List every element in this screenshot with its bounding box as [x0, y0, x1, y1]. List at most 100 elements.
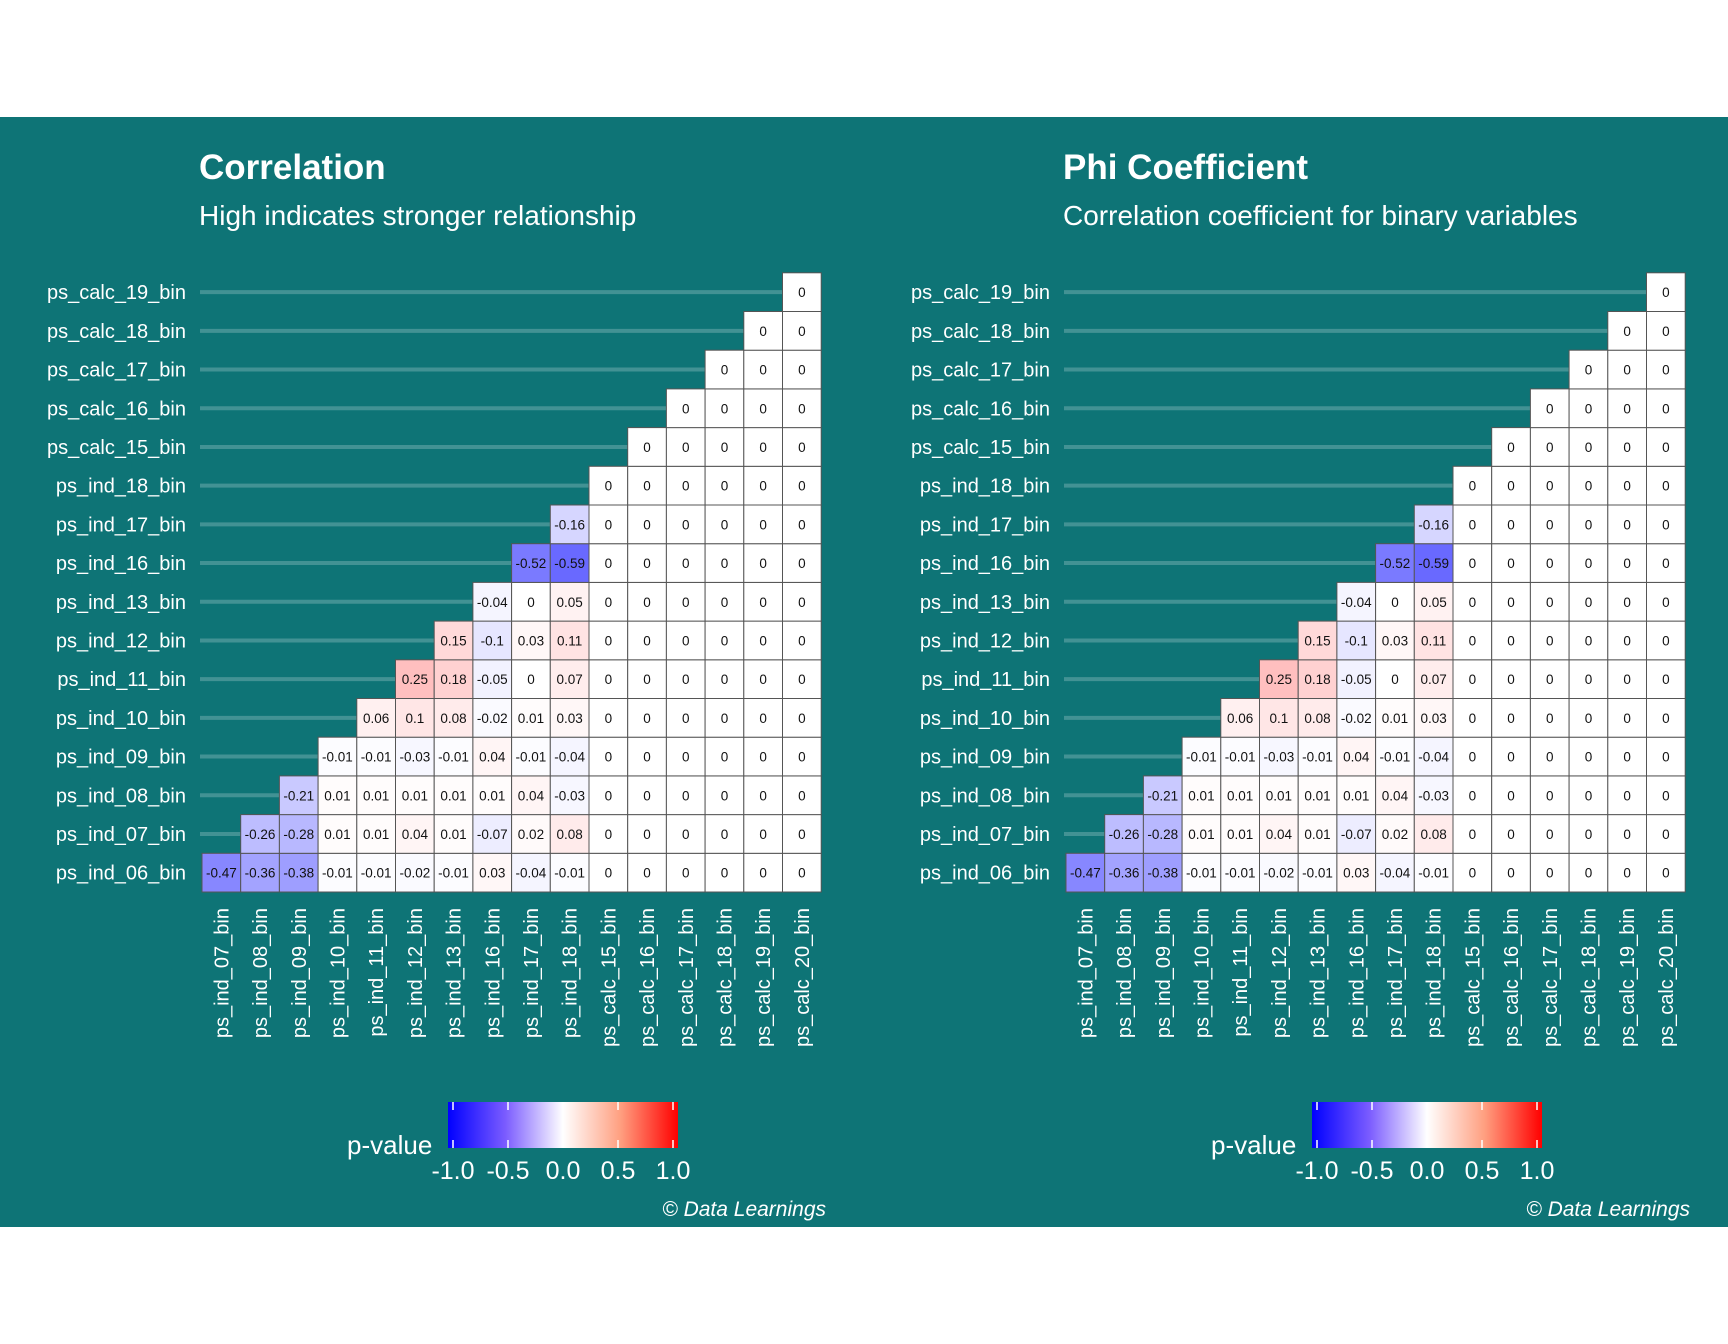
cell-value-label: 0.18	[440, 672, 466, 687]
heatmap-cell	[1491, 736, 1531, 777]
cell-value-label: 0	[1623, 750, 1631, 765]
heatmap-cell	[1259, 659, 1299, 699]
heatmap-cell	[782, 349, 822, 390]
cell-value-label: 0	[1662, 633, 1670, 648]
cell-value-label: -0.01	[438, 866, 469, 881]
heatmap-cell	[665, 736, 706, 777]
row-label: ps_ind_16_bin	[56, 553, 186, 575]
cell-value-label: 0	[759, 672, 767, 687]
column-label: ps_ind_09_bin	[289, 908, 311, 1038]
heatmap-cell	[511, 852, 551, 893]
heatmap-cell	[1646, 736, 1686, 777]
cell-value-label: 0	[1623, 866, 1631, 881]
cell-value-label: 0	[1469, 788, 1477, 803]
heatmap-cell	[782, 543, 822, 583]
cell-value-label: 0	[1662, 401, 1670, 416]
column-label: ps_calc_17_bin	[676, 908, 698, 1047]
row-label: ps_ind_09_bin	[56, 747, 186, 769]
cell-value-label: 0	[1469, 750, 1477, 765]
cell-value-label: 0	[1623, 363, 1631, 378]
heatmap-cell	[1646, 814, 1686, 854]
legend-tick: 1.0	[655, 1157, 691, 1185]
cell-value-label: 0.03	[1421, 711, 1447, 726]
cell-value-label: 0	[721, 479, 729, 494]
heatmap-cell	[1646, 504, 1686, 545]
cell-value-label: 0	[1662, 363, 1670, 378]
heatmap-cell	[782, 775, 822, 816]
row-label: ps_calc_16_bin	[911, 398, 1050, 420]
cell-value-label: -0.01	[361, 750, 392, 765]
column-label: ps_calc_20_bin	[1656, 908, 1678, 1047]
heatmap-cell	[704, 349, 745, 390]
row-label: ps_calc_19_bin	[911, 282, 1050, 304]
cell-value-label: 0.15	[1304, 633, 1330, 648]
cell-value-label: -0.38	[283, 866, 314, 881]
cell-value-label: 0	[527, 595, 535, 610]
cell-value-label: -0.59	[1418, 556, 1449, 571]
cell-value-label: 0	[1546, 517, 1554, 532]
cell-value-label: -0.47	[1070, 866, 1101, 881]
cell-value-label: -0.01	[1380, 750, 1411, 765]
cell-value-label: 0	[1469, 672, 1477, 687]
heatmap-cell	[433, 736, 474, 777]
heatmap-cell	[1491, 698, 1531, 738]
cell-value-label: 0	[1662, 324, 1670, 339]
cell-value-label: 0	[1662, 517, 1670, 532]
cell-value-label: 0	[682, 633, 690, 648]
cell-value-label: 0	[1469, 633, 1477, 648]
cell-value-label: 0.07	[1421, 672, 1447, 687]
cell-value-label: -0.26	[245, 827, 276, 842]
heatmap-cell	[356, 698, 396, 738]
cell-value-label: 0	[1507, 750, 1515, 765]
cell-value-label: 0.01	[363, 827, 389, 842]
row-label: ps_ind_11_bin	[57, 669, 186, 691]
cell-value-label: 0.01	[324, 827, 350, 842]
heatmap-cell	[588, 814, 629, 854]
heatmap-cell	[511, 581, 551, 622]
legend-tick: 0.5	[600, 1157, 636, 1185]
heatmap-cell	[1452, 736, 1493, 777]
cell-value-label: 0	[1585, 788, 1593, 803]
cell-value-label: 0	[1546, 440, 1554, 455]
cell-value-label: 0	[721, 440, 729, 455]
cell-value-label: 0	[1623, 517, 1631, 532]
cell-value-label: -0.01	[1186, 750, 1217, 765]
cell-value-label: 0	[1507, 440, 1515, 455]
cell-value-label: 0	[643, 556, 651, 571]
cell-value-label: 0	[1585, 750, 1593, 765]
cell-value-label: 0	[1585, 479, 1593, 494]
heatmap-cell	[743, 543, 783, 583]
cell-value-label: 0.01	[1382, 711, 1408, 726]
column-label: ps_ind_16_bin	[1346, 908, 1368, 1038]
heatmap-cell	[1375, 852, 1415, 893]
cell-value-label: 0.11	[1421, 633, 1446, 648]
chart-subtitle-correlation: High indicates stronger relationship	[199, 200, 637, 231]
cell-value-label: 0	[605, 633, 613, 648]
heatmap-cell	[1220, 852, 1261, 893]
cell-value-label: 0	[605, 788, 613, 803]
heatmap-cell	[472, 581, 513, 622]
cell-value-label: 0	[1662, 440, 1670, 455]
cell-value-label: 0	[759, 633, 767, 648]
heatmap-cell	[588, 852, 629, 893]
column-label: ps_calc_19_bin	[1617, 908, 1639, 1047]
heatmap-cell	[627, 465, 667, 506]
cell-value-label: 0.08	[440, 711, 466, 726]
heatmap-cell	[1413, 543, 1454, 583]
heatmap-cell	[1646, 775, 1686, 816]
cell-value-label: 0	[798, 517, 806, 532]
heatmap-cell	[395, 659, 435, 699]
cell-value-label: 0	[1469, 517, 1477, 532]
heatmap-cell	[511, 620, 551, 661]
column-label: ps_calc_16_bin	[637, 908, 659, 1047]
cell-value-label: -0.21	[1147, 788, 1178, 803]
row-label: ps_ind_06_bin	[920, 863, 1050, 885]
cell-value-label: 0	[721, 827, 729, 842]
heatmap-cell	[1529, 504, 1570, 545]
cell-value-label: -0.16	[1418, 517, 1449, 532]
heatmap-cell	[472, 814, 513, 854]
column-label: ps_ind_17_bin	[1385, 908, 1407, 1038]
heatmap-cell	[665, 504, 706, 545]
heatmap-cell	[627, 543, 667, 583]
heatmap-cell	[472, 775, 513, 816]
